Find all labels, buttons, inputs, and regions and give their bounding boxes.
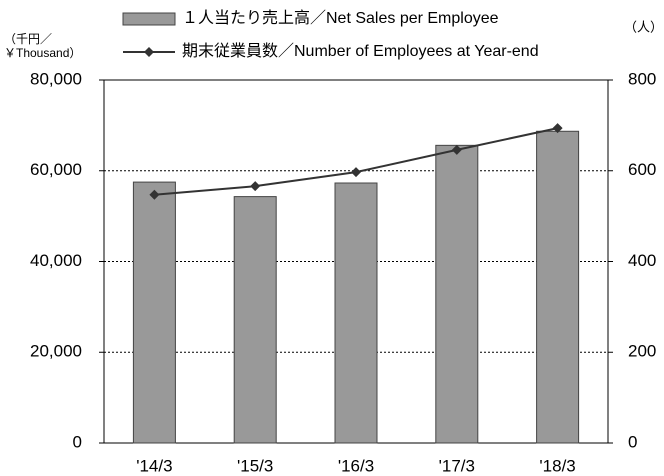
y2-tick-label: 200: [628, 342, 656, 361]
legend-label: １人当たり売上高／Net Sales per Employee: [182, 9, 499, 27]
x-tick-label: '16/3: [338, 456, 374, 475]
marker: [552, 123, 563, 134]
marker: [451, 144, 462, 155]
y2-tick-label: 400: [628, 251, 656, 270]
y-tick-label: 0: [73, 432, 82, 451]
y2-axis-label: （人）: [624, 19, 663, 34]
legend-swatch: [144, 47, 154, 57]
bar: [132, 181, 176, 444]
y-tick-label: 80,000: [30, 69, 82, 88]
bar: [435, 144, 479, 444]
bar: [536, 130, 580, 444]
y-axis-label: （千円／: [4, 32, 52, 46]
x-tick-label: '18/3: [539, 456, 575, 475]
y2-tick-label: 800: [628, 69, 656, 88]
marker: [351, 167, 361, 178]
y-tick-label: 60,000: [30, 160, 82, 179]
x-tick-label: '17/3: [439, 456, 475, 475]
bar: [334, 182, 378, 444]
y2-tick-label: 600: [628, 160, 656, 179]
legend-swatch: [122, 12, 176, 26]
legend-label: 期末従業員数／Number of Employees at Year-end: [182, 42, 539, 60]
x-tick-label: '14/3: [136, 456, 172, 475]
marker: [250, 181, 261, 192]
y-axis-label: ￥Thousand）: [4, 46, 81, 60]
marker: [149, 189, 160, 200]
y2-tick-label: 0: [628, 432, 637, 451]
x-tick-label: '15/3: [237, 456, 273, 475]
bar: [233, 196, 277, 444]
y-tick-label: 40,000: [30, 251, 82, 270]
y-tick-label: 20,000: [30, 342, 82, 361]
